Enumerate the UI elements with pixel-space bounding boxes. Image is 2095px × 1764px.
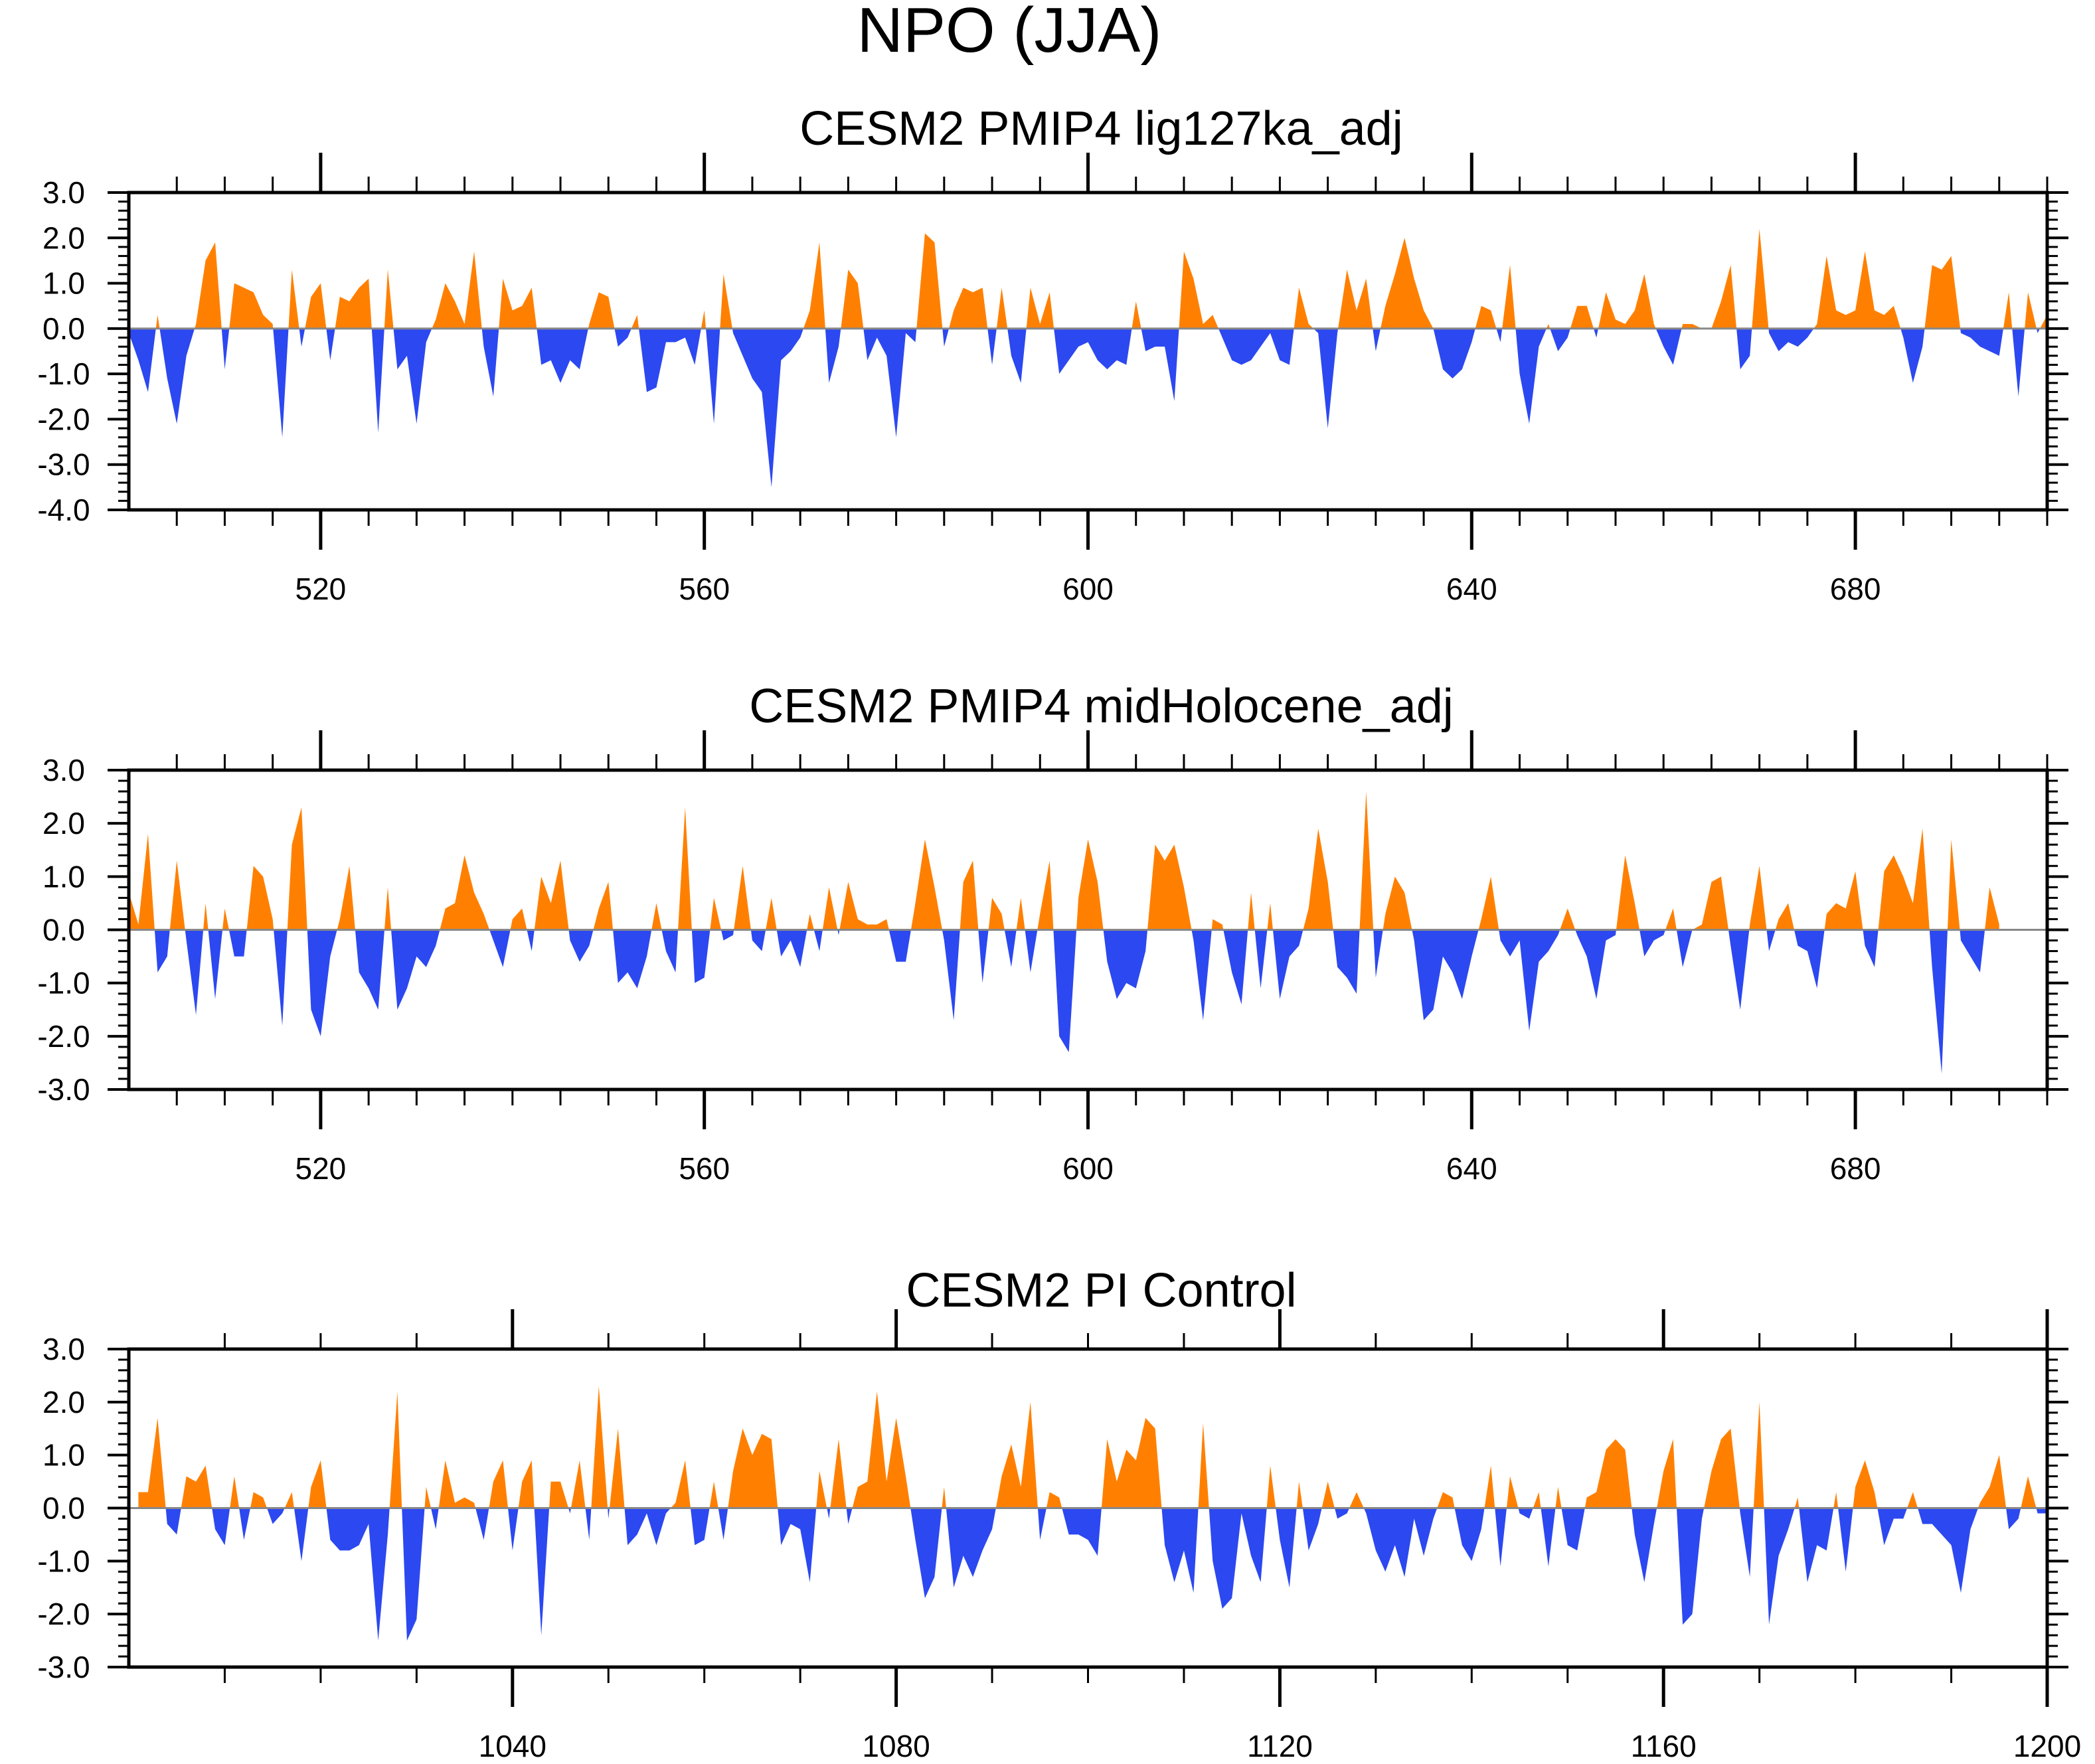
- panel-midholocene: CESM2 PMIP4 midHolocene_adj 3.0 2.0 1.0 0.0 -…: [37, 680, 2068, 1186]
- y-tick-label: -2.0: [37, 1597, 90, 1631]
- y-tick-label: -1.0: [37, 966, 90, 1001]
- positive-anomaly-area: [129, 228, 2047, 329]
- x-tick-label: 640: [1446, 572, 1497, 606]
- figure-title: NPO (JJA): [857, 0, 1162, 66]
- negative-anomaly-area: [129, 929, 1999, 1074]
- y-tick-label: 3.0: [42, 1332, 85, 1366]
- x-tick-label: 680: [1830, 1151, 1881, 1186]
- x-tick-label: 1120: [1247, 1729, 1313, 1763]
- x-tick-label: 1160: [1631, 1729, 1697, 1763]
- y-tick-label: -3.0: [37, 1650, 90, 1684]
- y-tick-label: -1.0: [37, 357, 90, 391]
- y-tick-label: 3.0: [42, 753, 85, 787]
- y-tick-label: 0.0: [42, 1491, 85, 1526]
- y-tick-label: 1.0: [42, 1438, 85, 1473]
- panel-pi-control: CESM2 PI Control 3.0 2.0 1.0 0.0 -1.0 -2.0 -3.0…: [37, 1264, 2081, 1763]
- x-tick-label: 1200: [2013, 1729, 2081, 1763]
- x-tick-label: 600: [1062, 1151, 1114, 1186]
- y-tick-label: 3.0: [42, 175, 85, 210]
- x-tick-label: 560: [679, 1151, 730, 1186]
- negative-anomaly-area: [138, 1508, 2047, 1641]
- y-tick-label: -3.0: [37, 1072, 90, 1107]
- x-tick-label: 600: [1062, 572, 1114, 606]
- y-tick-label: 0.0: [42, 311, 85, 346]
- y-tick-label: 0.0: [42, 913, 85, 947]
- y-tick-label: -4.0: [37, 493, 90, 527]
- panel-title: CESM2 PMIP4 midHolocene_adj: [749, 680, 1454, 733]
- panel-lig127ka: CESM2 PMIP4 lig127ka_adj 3.0 2.0 1.0 0.0 -1.0…: [37, 102, 2068, 606]
- y-tick-label: -2.0: [37, 1019, 90, 1054]
- positive-anomaly-area: [138, 1386, 2047, 1508]
- x-tick-label: 680: [1830, 572, 1881, 606]
- y-tick-label: -1.0: [37, 1544, 90, 1578]
- x-tick-label: 1040: [479, 1729, 546, 1763]
- y-tick-label: -3.0: [37, 447, 90, 482]
- y-tick-label: 2.0: [42, 1385, 85, 1419]
- x-tick-label: 560: [679, 572, 730, 606]
- x-tick-label: 520: [295, 572, 347, 606]
- y-tick-label: 1.0: [42, 266, 85, 301]
- panel-title: CESM2 PMIP4 lig127ka_adj: [799, 102, 1402, 155]
- negative-anomaly-area: [129, 328, 2041, 487]
- y-tick-label: 1.0: [42, 859, 85, 894]
- x-tick-label: 640: [1446, 1151, 1497, 1186]
- x-tick-label: 1080: [862, 1729, 930, 1763]
- y-tick-label: -2.0: [37, 402, 90, 436]
- panel-title: CESM2 PI Control: [906, 1264, 1296, 1317]
- x-tick-label: 520: [295, 1151, 347, 1186]
- y-tick-label: 2.0: [42, 220, 85, 255]
- y-tick-label: 2.0: [42, 806, 85, 841]
- positive-anomaly-area: [129, 791, 1999, 930]
